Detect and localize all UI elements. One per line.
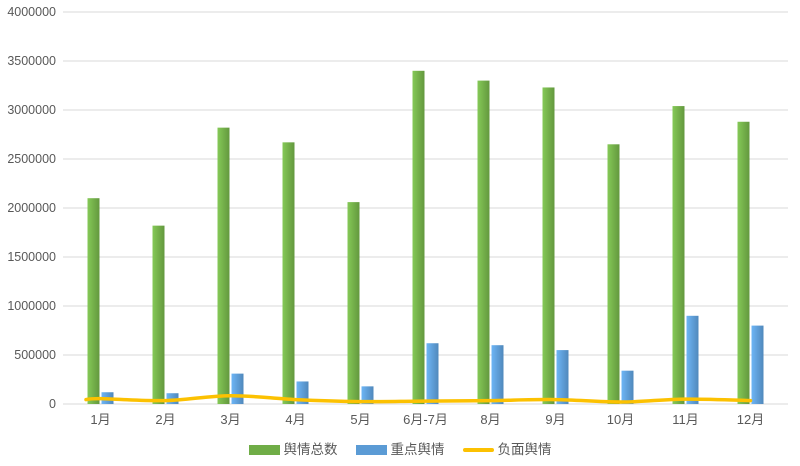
x-axis-tick-label: 10月 (607, 412, 634, 427)
x-axis-tick-label: 9月 (545, 412, 565, 427)
legend-label-total: 舆情总数 (283, 442, 338, 457)
bar-重点舆情-11月 (686, 315, 699, 404)
legend-item-key: 重点舆情 (355, 441, 445, 459)
y-axis-tick-label: 2000000 (7, 201, 56, 215)
legend-swatch-total (248, 445, 280, 455)
x-axis-tick-label: 5月 (350, 412, 370, 427)
bar-舆情总数-11月 (672, 106, 685, 404)
legend-swatch-negative (462, 448, 494, 452)
x-axis-tick-label: 4月 (285, 412, 305, 427)
legend-swatch-key (355, 445, 387, 455)
x-axis-tick-label: 8月 (480, 412, 500, 427)
legend-label-negative: 负面舆情 (497, 442, 552, 457)
bar-舆情总数-5月 (347, 202, 360, 404)
bar-舆情总数-4月 (282, 142, 295, 404)
bar-舆情总数-9月 (542, 87, 555, 405)
x-axis-tick-label: 11月 (672, 412, 699, 427)
legend-label-key: 重点舆情 (390, 442, 445, 457)
bar-重点舆情-6月-7月 (426, 343, 439, 404)
bar-舆情总数-10月 (607, 144, 620, 405)
x-axis-tick-label: 12月 (737, 412, 764, 427)
y-axis-tick-label: 3500000 (7, 54, 56, 68)
bar-舆情总数-2月 (152, 225, 165, 404)
y-axis-tick-label: 4000000 (7, 5, 56, 19)
bar-重点舆情-10月 (621, 370, 634, 404)
bar-重点舆情-12月 (751, 325, 764, 404)
y-axis-tick-label: 1500000 (7, 250, 56, 264)
y-axis-tick-label: 3000000 (7, 103, 56, 117)
bar-舆情总数-12月 (737, 121, 750, 404)
x-axis-tick-label: 1月 (90, 412, 110, 427)
bar-重点舆情-3月 (231, 373, 244, 404)
y-axis-tick-label: 500000 (14, 348, 56, 362)
line-负面舆情 (84, 393, 753, 404)
x-axis-tick-label: 6月-7月 (403, 412, 448, 427)
bar-重点舆情-5月 (361, 386, 374, 404)
bar-舆情总数-6月-7月 (412, 70, 425, 405)
legend-item-negative: 负面舆情 (462, 441, 552, 459)
bar-重点舆情-8月 (491, 345, 504, 404)
x-axis-tick-label: 3月 (220, 412, 240, 427)
bar-舆情总数-8月 (477, 80, 490, 404)
legend-item-total: 舆情总数 (248, 441, 338, 459)
bar-重点舆情-9月 (556, 350, 569, 404)
bar-舆情总数-3月 (217, 127, 230, 404)
x-axis-tick-label: 2月 (155, 412, 175, 427)
y-axis-tick-label: 2500000 (7, 152, 56, 166)
bar-舆情总数-1月 (87, 198, 100, 404)
chart-legend: 舆情总数 重点舆情 负面舆情 (0, 441, 800, 459)
y-axis-tick-label: 1000000 (7, 299, 56, 313)
y-axis-tick-label: 0 (49, 397, 56, 411)
